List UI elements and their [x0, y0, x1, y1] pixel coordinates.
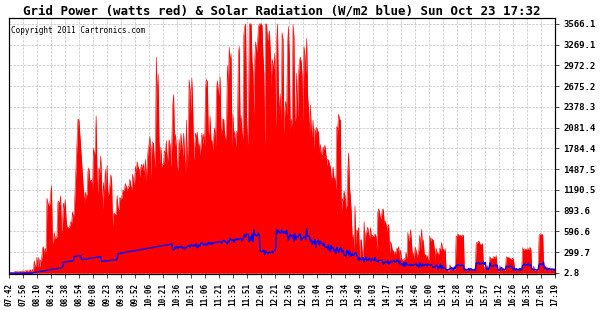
Title: Grid Power (watts red) & Solar Radiation (W/m2 blue) Sun Oct 23 17:32: Grid Power (watts red) & Solar Radiation… — [23, 4, 541, 17]
Text: Copyright 2011 Cartronics.com: Copyright 2011 Cartronics.com — [11, 26, 146, 35]
